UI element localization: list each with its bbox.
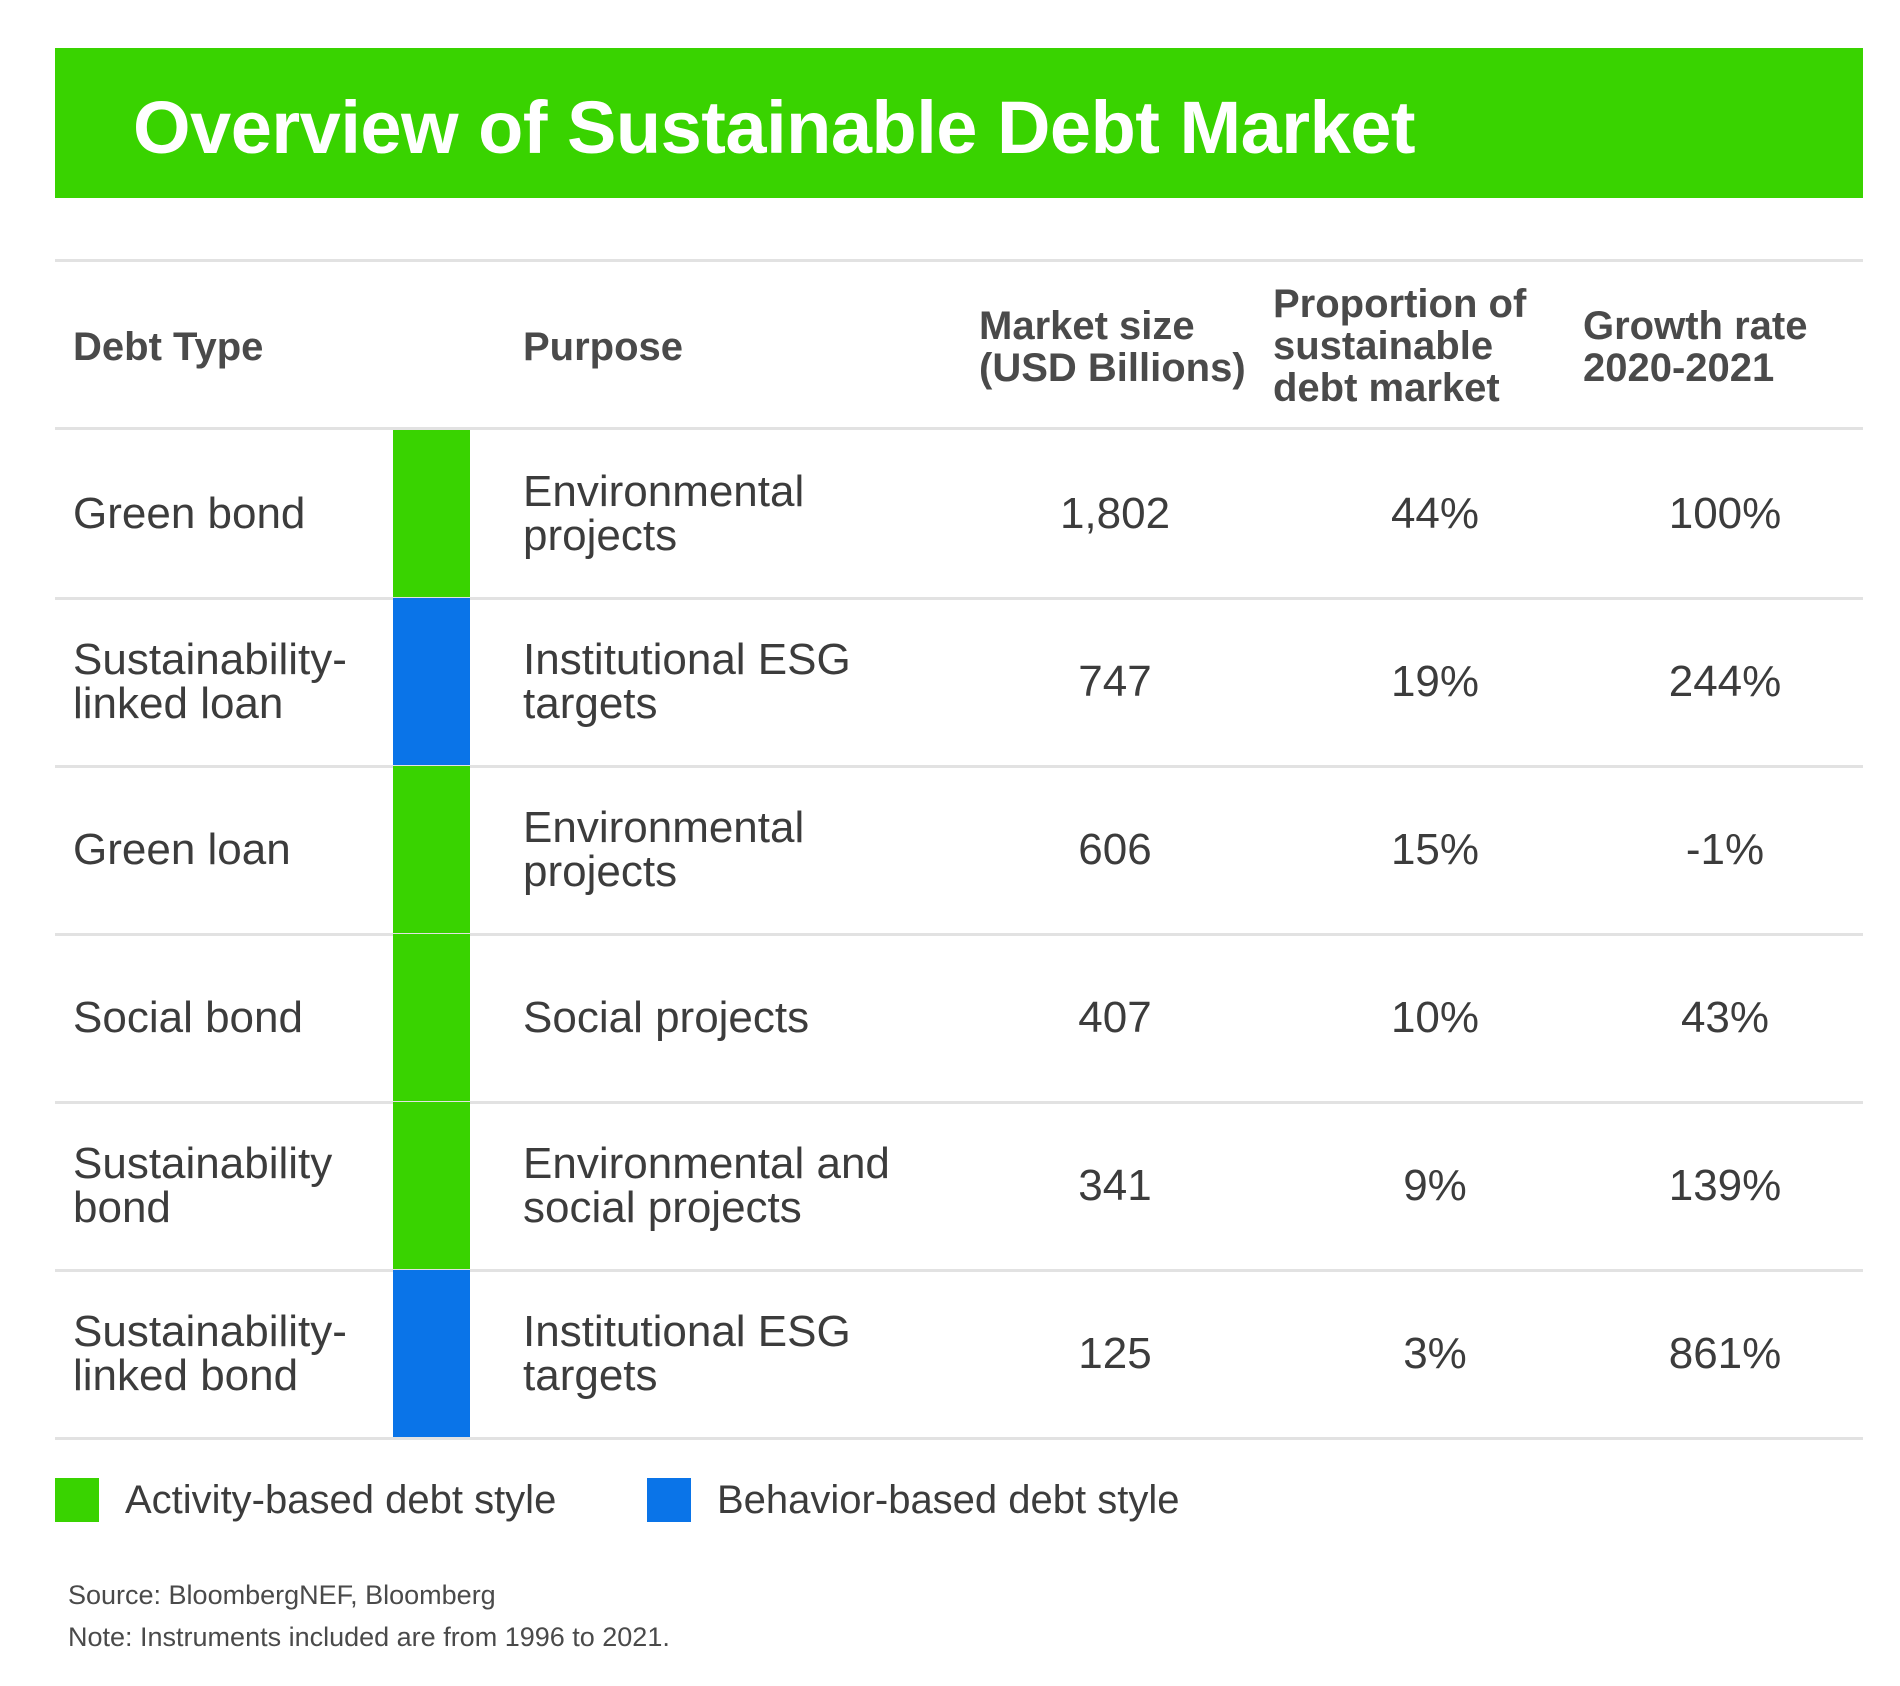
market-size-cell: 1,802	[1015, 430, 1215, 598]
purpose-cell-text: Environmental projects	[523, 803, 805, 896]
header-purpose: Purpose	[523, 325, 684, 369]
table-row: Sustainability bond Environmental and soc…	[55, 1102, 1863, 1270]
debt-style-swatch-behavior	[393, 598, 470, 766]
header-bottom-rule	[55, 427, 1863, 430]
growth-rate-cell: 100%	[1615, 430, 1835, 598]
legend-swatch	[647, 1478, 691, 1522]
growth-rate-cell-text: 100%	[1668, 489, 1782, 538]
debt-style-swatch-activity	[393, 430, 470, 598]
legend-label: Behavior-based debt style	[717, 1477, 1180, 1522]
market-size-cell: 747	[1015, 598, 1215, 766]
debt-style-swatch-activity	[393, 1102, 470, 1270]
proportion-cell: 19%	[1315, 598, 1555, 766]
proportion-cell-text: 19%	[1390, 657, 1480, 706]
legend-item-behavior: Behavior-based debt style	[647, 1478, 1180, 1522]
page-title: Overview of Sustainable Debt Market	[133, 86, 1416, 169]
table-row: Sustainability- linked bond Institutional…	[55, 1270, 1863, 1438]
proportion-cell: 44%	[1315, 430, 1555, 598]
debt-type-cell-text: Sustainability- linked loan	[73, 635, 347, 728]
debt-type-cell: Sustainability- linked bond	[73, 1270, 383, 1438]
row-divider	[55, 765, 1863, 768]
proportion-cell: 10%	[1315, 934, 1555, 1102]
row-divider	[55, 933, 1863, 936]
market-size-cell: 407	[1015, 934, 1215, 1102]
growth-rate-cell-text: 43%	[1680, 993, 1770, 1042]
purpose-cell: Social projects	[523, 934, 943, 1102]
header-market-size: Market size (USD Billions)	[979, 304, 1246, 390]
debt-type-cell-text: Sustainability- linked bond	[73, 1307, 347, 1400]
proportion-cell-text: 9%	[1403, 1161, 1467, 1210]
header-debt-type: Debt Type	[73, 325, 264, 369]
proportion-cell: 9%	[1315, 1102, 1555, 1270]
growth-rate-cell: 139%	[1615, 1102, 1835, 1270]
purpose-cell: Environmental projects	[523, 430, 943, 598]
purpose-cell: Institutional ESG targets	[523, 598, 943, 766]
legend-swatch	[55, 1478, 99, 1522]
proportion-cell-text: 44%	[1390, 489, 1480, 538]
legend-item-activity: Activity-based debt style	[55, 1478, 556, 1522]
source-note: Source: BloombergNEF, Bloomberg	[68, 1580, 496, 1610]
row-divider	[55, 1101, 1863, 1104]
growth-rate-cell: -1%	[1615, 766, 1835, 934]
table-row: Social bond Social projects 407 10% 43%	[55, 934, 1863, 1102]
purpose-cell: Environmental projects	[523, 766, 943, 934]
debt-type-cell: Social bond	[73, 934, 383, 1102]
row-divider	[55, 597, 1863, 600]
debt-type-cell: Green bond	[73, 430, 383, 598]
proportion-cell-text: 3%	[1403, 1329, 1467, 1378]
market-size-cell-text: 747	[1078, 657, 1152, 706]
title-banner: Overview of Sustainable Debt Market	[55, 48, 1863, 198]
debt-type-cell: Sustainability bond	[73, 1102, 383, 1270]
proportion-cell: 3%	[1315, 1270, 1555, 1438]
debt-style-swatch-behavior	[393, 1270, 470, 1438]
purpose-cell: Institutional ESG targets	[523, 1270, 943, 1438]
table-row: Sustainability- linked loan Institutional…	[55, 598, 1863, 766]
proportion-cell-text: 10%	[1390, 993, 1480, 1042]
debt-type-cell-text: Green bond	[73, 489, 306, 538]
table-row: Green bond Environmental projects 1,802 44%…	[55, 430, 1863, 598]
proportion-cell-text: 15%	[1390, 825, 1480, 874]
table-top-rule	[55, 259, 1863, 262]
growth-rate-cell-text: 244%	[1668, 657, 1782, 706]
market-size-cell: 341	[1015, 1102, 1215, 1270]
proportion-cell: 15%	[1315, 766, 1555, 934]
market-size-cell: 125	[1015, 1270, 1215, 1438]
debt-style-swatch-activity	[393, 934, 470, 1102]
market-size-cell-text: 407	[1078, 993, 1152, 1042]
debt-style-swatch-activity	[393, 766, 470, 934]
footnote: Note: Instruments included are from 1996…	[68, 1622, 670, 1652]
growth-rate-cell-text: 139%	[1668, 1161, 1782, 1210]
market-size-cell: 606	[1015, 766, 1215, 934]
purpose-cell-text: Environmental projects	[523, 467, 805, 560]
debt-type-cell-text: Sustainability bond	[73, 1139, 333, 1232]
growth-rate-cell-text: 861%	[1668, 1329, 1782, 1378]
market-size-cell-text: 606	[1078, 825, 1152, 874]
header-growth-rate: Growth rate 2020-2021	[1583, 304, 1808, 390]
debt-type-cell-text: Green loan	[73, 825, 291, 874]
market-size-cell-text: 341	[1078, 1161, 1152, 1210]
purpose-cell: Environmental and social projects	[523, 1102, 943, 1270]
debt-type-cell-text: Social bond	[73, 993, 303, 1042]
row-divider	[55, 1269, 1863, 1272]
growth-rate-cell: 861%	[1615, 1270, 1835, 1438]
header-proportion: Proportion of sustainable debt market	[1273, 282, 1527, 410]
purpose-cell-text: Social projects	[523, 993, 810, 1042]
market-size-cell-text: 1,802	[1059, 489, 1171, 538]
purpose-cell-text: Institutional ESG targets	[523, 635, 851, 728]
purpose-cell-text: Environmental and social projects	[523, 1139, 890, 1232]
growth-rate-cell: 244%	[1615, 598, 1835, 766]
market-size-cell-text: 125	[1078, 1329, 1152, 1378]
legend-label: Activity-based debt style	[125, 1477, 557, 1522]
growth-rate-cell: 43%	[1615, 934, 1835, 1102]
row-divider	[55, 1437, 1863, 1440]
debt-type-cell: Green loan	[73, 766, 383, 934]
purpose-cell-text: Institutional ESG targets	[523, 1307, 851, 1400]
debt-type-cell: Sustainability- linked loan	[73, 598, 383, 766]
table-row: Green loan Environmental projects 606 15% -1…	[55, 766, 1863, 934]
growth-rate-cell-text: -1%	[1685, 825, 1765, 874]
